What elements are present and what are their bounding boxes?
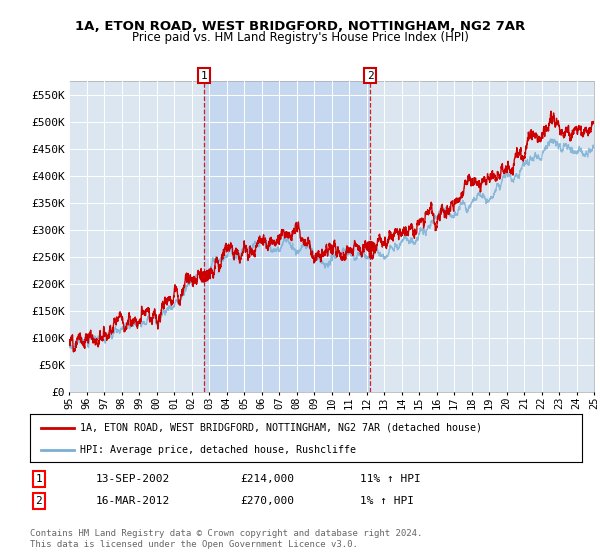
Text: Price paid vs. HM Land Registry's House Price Index (HPI): Price paid vs. HM Land Registry's House … xyxy=(131,31,469,44)
Bar xyxy=(204,81,370,392)
Text: 13-SEP-2002: 13-SEP-2002 xyxy=(96,474,170,484)
Text: 16-MAR-2012: 16-MAR-2012 xyxy=(96,496,170,506)
Text: Contains HM Land Registry data © Crown copyright and database right 2024.
This d: Contains HM Land Registry data © Crown c… xyxy=(30,529,422,549)
Text: £270,000: £270,000 xyxy=(240,496,294,506)
Text: £214,000: £214,000 xyxy=(240,474,294,484)
Text: 2: 2 xyxy=(35,496,43,506)
Text: 1A, ETON ROAD, WEST BRIDGFORD, NOTTINGHAM, NG2 7AR (detached house): 1A, ETON ROAD, WEST BRIDGFORD, NOTTINGHA… xyxy=(80,423,482,433)
Text: 1% ↑ HPI: 1% ↑ HPI xyxy=(360,496,414,506)
Text: 1: 1 xyxy=(35,474,43,484)
Text: 2: 2 xyxy=(367,71,374,81)
Text: HPI: Average price, detached house, Rushcliffe: HPI: Average price, detached house, Rush… xyxy=(80,445,356,455)
Text: 11% ↑ HPI: 11% ↑ HPI xyxy=(360,474,421,484)
Text: 1: 1 xyxy=(200,71,208,81)
Text: 1A, ETON ROAD, WEST BRIDGFORD, NOTTINGHAM, NG2 7AR: 1A, ETON ROAD, WEST BRIDGFORD, NOTTINGHA… xyxy=(75,20,525,32)
